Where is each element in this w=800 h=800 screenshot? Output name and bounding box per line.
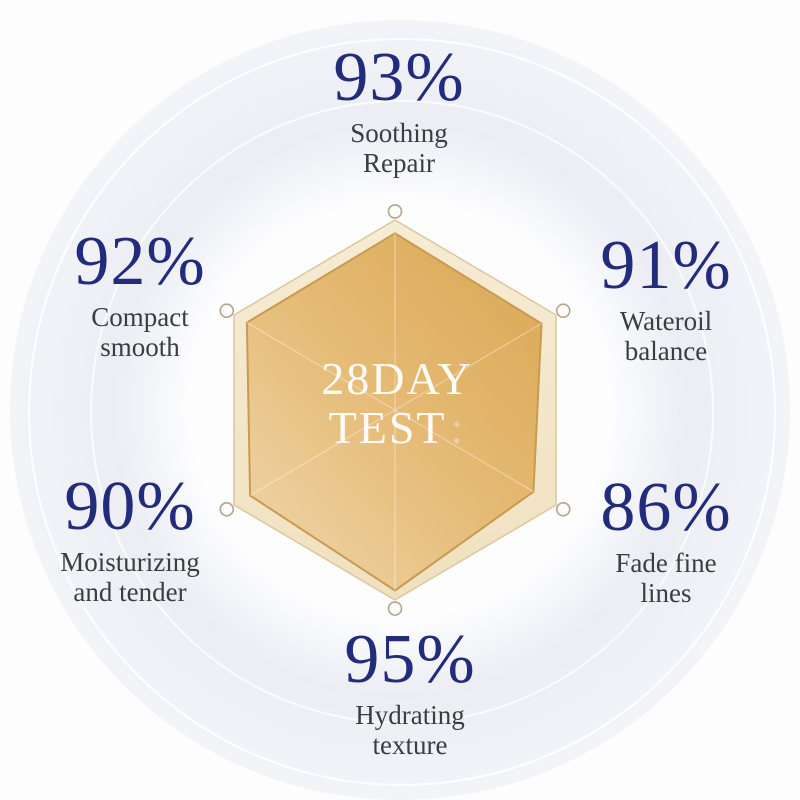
stat-moisturizing-tender: 90% Moisturizing and tender (0, 467, 270, 607)
center-title-line1: 28DAY (321, 353, 473, 404)
data-polygon (245, 232, 543, 592)
center-title-line2-row: TEST: (328, 402, 466, 453)
stat-fade-fine-lines: 86% Fade fine lines (526, 468, 800, 608)
stat-value: 86% (600, 469, 732, 546)
stat-value: 90% (64, 468, 196, 545)
vertex-markers (219, 204, 571, 616)
stat-label: Wateroil balance (619, 306, 713, 366)
stat-soothing-repair: 93% Soothing Repair (259, 38, 539, 178)
vertex-marker (387, 204, 403, 219)
vertex-marker (219, 303, 235, 319)
stat-value: 91% (600, 227, 732, 304)
stat-label: Moisturizing and tender (60, 547, 200, 607)
stat-label: Hydrating texture (355, 700, 465, 760)
ghost-colon: : (450, 402, 466, 453)
stat-label: Compact smooth (91, 302, 189, 362)
stat-hydrating-texture: 95% Hydrating texture (270, 620, 550, 760)
stat-label: Fade fine lines (615, 548, 717, 608)
spoke-line (246, 322, 396, 411)
stat-value: 95% (344, 621, 476, 698)
stat-value: 93% (333, 39, 465, 116)
vertex-marker (387, 601, 403, 616)
vertex-marker (219, 501, 235, 517)
vertex-marker (555, 501, 571, 517)
spoke-line (394, 322, 542, 411)
stat-compact-smooth: 92% Compact smooth (0, 222, 280, 362)
stat-value: 92% (74, 223, 206, 300)
center-title: 28DAY TEST: (237, 354, 557, 452)
stat-wateroil-balance: 91% Wateroil balance (526, 226, 800, 366)
background-ring-inner (90, 100, 714, 724)
radar-spokes (246, 233, 542, 591)
vertex-marker (555, 303, 571, 319)
stat-label: Soothing Repair (350, 118, 448, 178)
background-ring-outer (28, 38, 776, 786)
spoke-line (249, 409, 396, 497)
spoke-line (394, 409, 534, 493)
